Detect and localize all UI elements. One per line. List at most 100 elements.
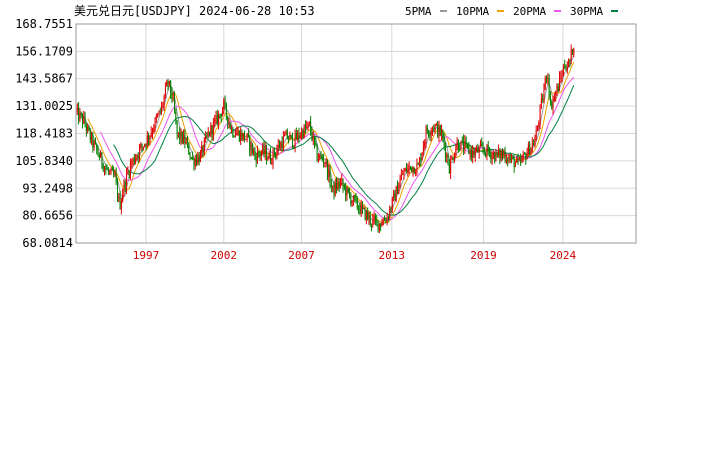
candle-body <box>301 130 303 137</box>
candle-body <box>407 168 409 173</box>
y-tick-label: 68.0814 <box>22 236 73 250</box>
candle-body <box>192 157 194 159</box>
candle-body <box>241 132 243 140</box>
candle-body <box>372 218 374 226</box>
candle-body <box>196 159 198 164</box>
candle-body <box>266 148 268 160</box>
x-tick-label: 2002 <box>211 249 238 262</box>
candle-body <box>162 104 164 106</box>
candle-body <box>181 131 183 143</box>
candle-body <box>96 144 98 150</box>
candle-body <box>285 130 287 136</box>
candle-body <box>463 140 465 150</box>
candle-body <box>304 125 306 129</box>
candle-body <box>469 150 471 154</box>
candle-body <box>337 182 339 190</box>
candle-body <box>211 125 213 135</box>
candle-body <box>256 151 258 162</box>
candle-body <box>521 157 523 163</box>
candle-body <box>102 164 104 171</box>
legend-label-30pma: 30PMA <box>570 5 603 18</box>
candle-body <box>154 118 156 129</box>
candle-body <box>483 149 485 153</box>
candle-body <box>359 208 361 214</box>
candle-body <box>437 123 439 137</box>
candle-body <box>542 98 544 101</box>
candle-body <box>149 135 151 140</box>
candle-body <box>122 194 124 202</box>
candle-body <box>329 169 331 186</box>
candle-body <box>236 133 238 136</box>
candle-body <box>321 156 323 160</box>
candle-body <box>540 98 542 107</box>
candle-body <box>142 146 144 148</box>
candle-body <box>131 162 133 164</box>
candle-body <box>536 126 538 130</box>
candle-body <box>394 193 396 201</box>
candle-body <box>352 195 354 202</box>
candle-body <box>417 163 419 165</box>
candle-body <box>330 185 332 187</box>
candle-body <box>324 162 326 164</box>
candle-body <box>431 128 433 132</box>
candle-body <box>298 132 300 138</box>
candle-body <box>556 85 558 94</box>
candle-body <box>409 166 411 168</box>
candle-body <box>136 155 138 159</box>
candle-body <box>100 152 102 158</box>
candle-body <box>457 141 459 150</box>
y-tick-label: 168.7551 <box>15 17 73 31</box>
candle-body <box>219 114 221 116</box>
candle-body <box>406 168 408 173</box>
candle-body <box>517 157 519 160</box>
candle-body <box>547 78 549 80</box>
y-tick-label: 118.4183 <box>15 126 73 140</box>
candle-body <box>332 185 334 187</box>
candle-body <box>232 128 234 137</box>
candle-body <box>341 179 343 181</box>
candle-body <box>264 148 266 154</box>
candle-body <box>268 152 270 159</box>
candle-body <box>302 130 304 138</box>
candle-body <box>389 208 391 218</box>
candle-body <box>376 219 378 221</box>
candle-body <box>455 149 457 157</box>
legend: 5PMA 10PMA 20PMA 30PMA <box>405 5 618 18</box>
candle-body <box>482 145 484 150</box>
candle-body <box>452 157 454 161</box>
candle-body <box>146 135 148 146</box>
candle-body <box>387 217 389 219</box>
candle-body <box>485 152 487 157</box>
candle-body <box>271 162 273 164</box>
candle-body <box>374 216 376 220</box>
candle-body <box>378 223 380 230</box>
candle-body <box>499 150 501 159</box>
candle-body <box>223 100 225 110</box>
candle-body <box>460 140 462 151</box>
candle-body <box>385 220 387 222</box>
candle-body <box>408 166 410 169</box>
candle-body <box>107 169 109 172</box>
candle-body <box>91 134 93 141</box>
candle-body <box>92 134 94 148</box>
candle-body <box>189 154 191 158</box>
candle-body <box>504 152 506 161</box>
candle-body <box>227 115 229 124</box>
candle-body <box>396 186 398 194</box>
candle-body <box>570 49 572 61</box>
x-tick-label: 1997 <box>133 249 160 262</box>
candle-body <box>411 166 413 172</box>
candle-body <box>290 134 292 136</box>
candle-body <box>429 134 431 136</box>
candle-body <box>393 193 395 198</box>
candle-body <box>441 130 443 136</box>
candle-body <box>373 216 375 219</box>
candle-body <box>438 125 440 137</box>
candle-body <box>250 143 252 151</box>
candle-body <box>224 100 226 104</box>
candle-body <box>275 154 277 156</box>
x-axis: 1997 2002 2007 2013 2019 2024 <box>133 249 577 262</box>
candle-body <box>498 150 500 155</box>
candle-body <box>486 145 488 157</box>
candle-body <box>110 168 112 172</box>
